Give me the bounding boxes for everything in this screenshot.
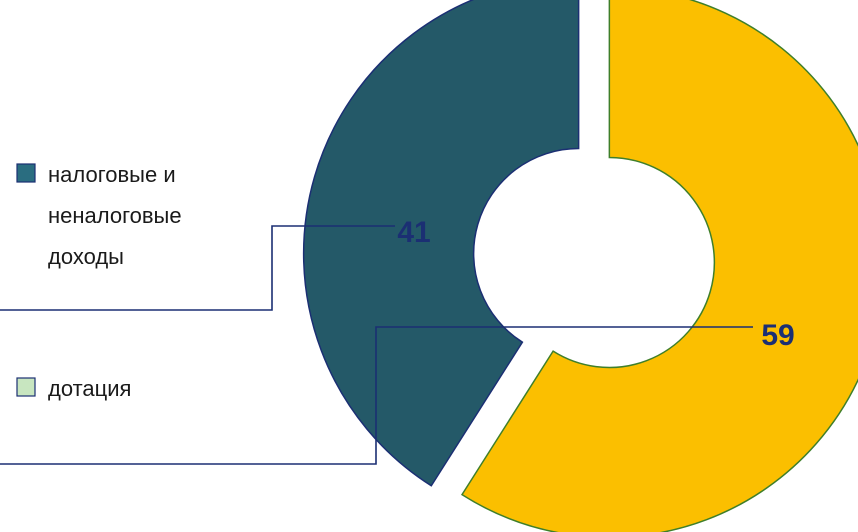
legend-swatch-1	[16, 163, 36, 183]
legend-swatch-2	[16, 377, 36, 397]
leader-line-2	[0, 326, 753, 465]
slice-1	[302, 0, 580, 487]
slices-layer	[302, 0, 858, 532]
legend-label-1-line-3: доходы	[48, 244, 124, 269]
leader-line-1	[0, 225, 395, 311]
slice-2	[460, 0, 858, 532]
legend-label-2-line-1: дотация	[48, 376, 131, 401]
data-label-2: 59	[761, 319, 794, 352]
data-labels-layer: 41 59	[397, 216, 794, 352]
legend: налоговые и неналоговые доходы дотация	[16, 162, 182, 401]
legend-label-1-line-2: неналоговые	[48, 203, 182, 228]
data-label-1: 41	[397, 216, 430, 249]
leader-lines-layer	[0, 225, 753, 465]
legend-label-1-line-1: налоговые и	[48, 162, 176, 187]
